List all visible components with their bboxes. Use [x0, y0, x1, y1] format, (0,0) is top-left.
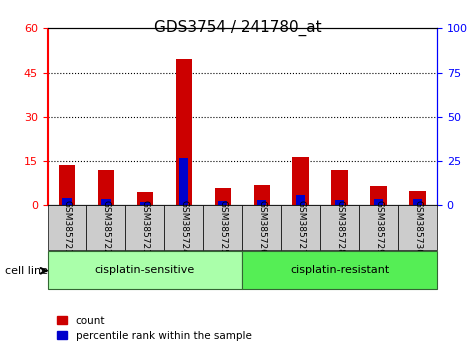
Bar [218, 201, 228, 205]
Text: cisplatin-sensitive: cisplatin-sensitive [95, 265, 195, 275]
Text: GSM385725: GSM385725 [218, 200, 227, 255]
Bar [176, 59, 192, 205]
Bar [370, 186, 387, 205]
Bar [203, 205, 242, 250]
Bar [242, 251, 437, 289]
Text: GSM385730: GSM385730 [413, 200, 422, 255]
Text: GSM385728: GSM385728 [335, 200, 344, 255]
Text: GDS3754 / 241780_at: GDS3754 / 241780_at [154, 19, 321, 36]
Bar [215, 188, 231, 205]
Bar [257, 200, 266, 205]
Bar [293, 156, 309, 205]
Text: GSM385729: GSM385729 [374, 200, 383, 255]
Bar [281, 205, 320, 250]
Text: GSM385727: GSM385727 [296, 200, 305, 255]
Bar [101, 199, 111, 205]
Bar [48, 205, 86, 250]
Bar [98, 170, 114, 205]
Bar [335, 200, 344, 205]
Bar [409, 190, 426, 205]
Bar [242, 205, 281, 250]
Bar [296, 195, 305, 205]
Bar [359, 205, 398, 250]
Bar [59, 166, 75, 205]
Bar [137, 192, 153, 205]
Text: cisplatin-resistant: cisplatin-resistant [290, 265, 389, 275]
Text: GSM385722: GSM385722 [102, 200, 110, 255]
Bar [254, 185, 270, 205]
Bar [86, 205, 125, 250]
Legend: count, percentile rank within the sample: count, percentile rank within the sample [53, 312, 256, 345]
Bar [125, 205, 164, 250]
Bar [332, 170, 348, 205]
Bar [164, 205, 203, 250]
Bar [320, 205, 359, 250]
Bar [179, 158, 189, 205]
Text: GSM385726: GSM385726 [257, 200, 266, 255]
Text: cell line: cell line [5, 266, 48, 276]
Text: GSM385723: GSM385723 [141, 200, 149, 255]
Text: GSM385721: GSM385721 [63, 200, 71, 255]
Bar [398, 205, 437, 250]
Bar [48, 251, 242, 289]
Text: GSM385724: GSM385724 [180, 200, 188, 255]
Bar [140, 202, 150, 205]
Bar [62, 198, 72, 205]
Bar [374, 199, 383, 205]
Bar [413, 199, 422, 205]
